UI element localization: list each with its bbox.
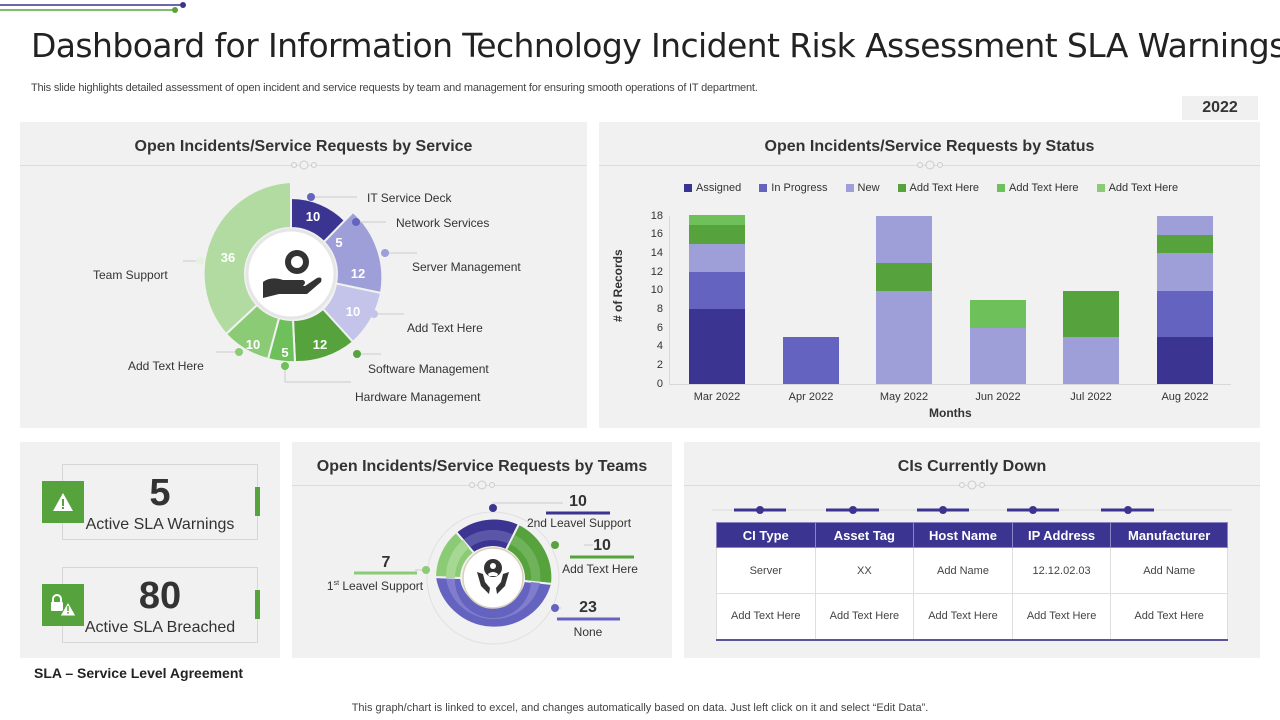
team-label-2nd-level: 2nd Leavel Support — [526, 516, 632, 530]
status-panel-title: Open Incidents/Service Requests by Statu… — [764, 138, 1095, 155]
x-axis-line — [669, 384, 1231, 385]
table-cell: Add Text Here — [1110, 593, 1228, 640]
service-panel-header: Open Incidents/Service Requests by Servi… — [20, 122, 587, 170]
sla-warnings-label: Active SLA Warnings — [85, 516, 235, 533]
table-cell: Add Text Here — [716, 593, 816, 640]
svg-text:36: 36 — [221, 250, 235, 265]
status-panel-header: Open Incidents/Service Requests by Statu… — [599, 122, 1260, 170]
page-subtitle: This slide highlights detailed assessmen… — [31, 82, 758, 94]
legend-item-new[interactable]: New — [845, 182, 880, 194]
sla-breached-value: 80 — [138, 575, 182, 617]
column-header-manufacturer[interactable]: Manufacturer — [1110, 522, 1228, 548]
footer-note: This graph/chart is linked to excel, and… — [351, 702, 929, 714]
active-sla-warnings-card: 5 Active SLA Warnings — [42, 464, 260, 540]
gear-hand-icon — [263, 250, 322, 298]
table-cell: 12.12.02.03 — [1011, 547, 1112, 594]
segment-label-team-support: Team Support — [93, 268, 168, 282]
teams-panel-header: Open Incidents/Service Requests by Teams — [292, 442, 672, 490]
year-badge: 2022 — [1182, 96, 1258, 120]
header-dots-icon — [916, 160, 943, 170]
sla-definition-note: SLA – Service Level Agreement — [34, 665, 244, 681]
legend-item-assigned[interactable]: Assigned — [684, 182, 741, 194]
table-cell: Add Text Here — [1011, 593, 1112, 640]
table-row: Add Text Here Add Text Here Add Text Her… — [716, 593, 1228, 640]
svg-text:12: 12 — [313, 337, 327, 352]
column-header-asset-tag[interactable]: Asset Tag — [814, 522, 915, 548]
segment-label-software-management: Software Management — [368, 362, 489, 376]
cis-panel-header: CIs Currently Down — [684, 442, 1260, 490]
table-cell: Server — [716, 547, 816, 594]
svg-text:10: 10 — [246, 337, 260, 352]
table-cell: Add Text Here — [913, 593, 1013, 640]
column-header-host-name[interactable]: Host Name — [913, 522, 1013, 548]
sla-kpi-panel: 5 Active SLA Warnings 80 Active SLA Brea… — [20, 442, 280, 658]
teams-panel-title: Open Incidents/Service Requests by Teams — [316, 458, 648, 475]
y-axis-title: # of Records — [611, 249, 625, 322]
svg-text:5: 5 — [281, 345, 288, 360]
service-donut-chart[interactable]: 10 5 12 10 12 5 10 36 — [20, 166, 587, 428]
table-header-row: CI Type Asset Tag Host Name IP Address M… — [716, 522, 1228, 548]
segment-label-add-text-2: Add Text Here — [128, 359, 204, 373]
header-decoration — [0, 2, 186, 13]
cis-panel-title: CIs Currently Down — [897, 458, 1047, 475]
sla-breached-label: Active SLA Breached — [84, 619, 236, 636]
legend-item-add-text-3[interactable]: Add Text Here — [1096, 182, 1178, 194]
team-label-1st-level: 1st Leavel Support — [326, 579, 424, 593]
svg-text:5: 5 — [335, 235, 342, 250]
segment-label-it-service-deck: IT Service Deck — [367, 191, 452, 205]
table-cell: Add Text Here — [814, 593, 915, 640]
legend-item-in-progress[interactable]: In Progress — [759, 182, 828, 194]
header-dots-icon — [959, 480, 985, 490]
legend-item-add-text-1[interactable]: Add Text Here — [897, 182, 979, 194]
x-axis-title: Months — [929, 406, 972, 420]
legend-item-add-text-2[interactable]: Add Text Here — [997, 182, 1079, 194]
column-markers — [712, 506, 1232, 514]
team-value-none: 23 — [579, 599, 597, 616]
team-label-add-text: Add Text Here — [562, 562, 638, 576]
kpi-accent-bar — [255, 590, 260, 619]
service-panel: Open Incidents/Service Requests by Servi… — [20, 122, 587, 428]
column-header-ci-type[interactable]: CI Type — [716, 522, 816, 548]
kpi-accent-bar — [255, 487, 260, 516]
header-dots-icon — [469, 480, 495, 490]
sla-warnings-value: 5 — [149, 472, 171, 514]
segment-label-network-services: Network Services — [396, 216, 490, 230]
page-title: Dashboard for Information Technology Inc… — [31, 26, 1280, 65]
svg-text:10: 10 — [306, 209, 320, 224]
table-cell: Add Name — [1110, 547, 1228, 594]
segment-label-add-text: Add Text Here — [407, 321, 483, 335]
lock-warning-icon — [42, 584, 84, 626]
teams-donut-chart[interactable] — [292, 486, 672, 658]
column-header-ip-address[interactable]: IP Address — [1011, 522, 1112, 548]
team-label-none: None — [573, 625, 603, 639]
header-dots-icon — [290, 160, 317, 170]
hands-person-icon — [477, 559, 509, 594]
team-value-1st-level: 7 — [381, 554, 391, 571]
teams-panel: Open Incidents/Service Requests by Teams — [292, 442, 672, 658]
cis-down-panel: CIs Currently Down CI Type Asset Tag Hos… — [684, 442, 1260, 658]
chart-legend: Assigned In Progress New Add Text Here A… — [684, 182, 1178, 194]
table-cell: Add Name — [913, 547, 1013, 594]
cis-table: CI Type Asset Tag Host Name IP Address M… — [716, 522, 1228, 641]
warning-icon — [42, 481, 84, 523]
team-value-add-text: 10 — [593, 537, 611, 554]
table-row: Server XX Add Name 12.12.02.03 Add Name — [716, 547, 1228, 594]
segment-label-server-management: Server Management — [412, 260, 521, 274]
svg-text:10: 10 — [346, 304, 360, 319]
team-value-2nd-level: 10 — [569, 493, 587, 510]
segment-label-hardware-management: Hardware Management — [355, 390, 481, 404]
active-sla-breached-card: 80 Active SLA Breached — [42, 567, 260, 643]
status-panel: Open Incidents/Service Requests by Statu… — [599, 122, 1260, 428]
svg-text:12: 12 — [351, 266, 365, 281]
service-panel-title: Open Incidents/Service Requests by Servi… — [134, 138, 473, 155]
table-cell: XX — [814, 547, 915, 594]
